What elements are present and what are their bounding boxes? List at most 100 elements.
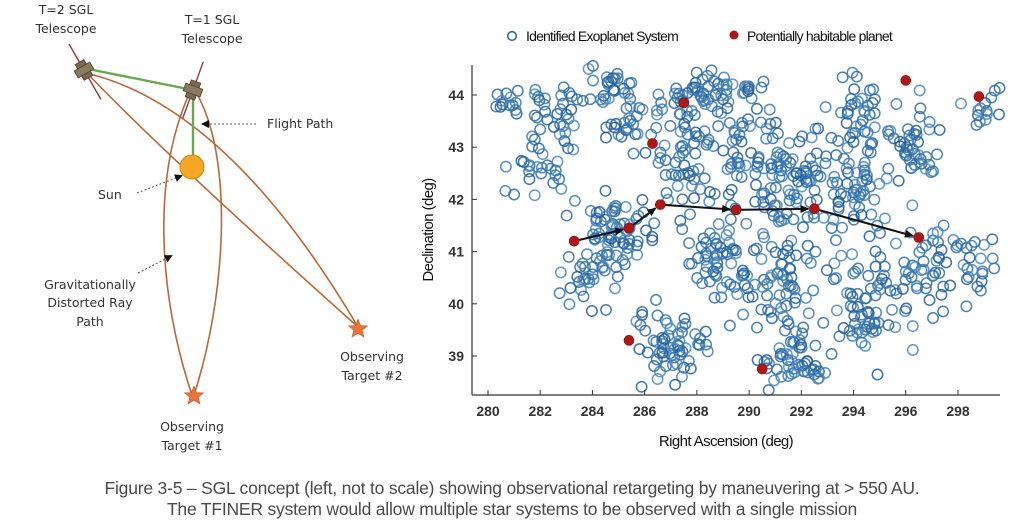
exoplanet-point	[681, 128, 694, 141]
ray-path-t1-left	[163, 91, 193, 396]
exoplanet-point	[871, 219, 884, 232]
exoplanet-point	[851, 166, 863, 179]
exoplanet-point	[988, 262, 1001, 275]
exoplanet-point	[923, 123, 936, 136]
exoplanet-point	[669, 156, 682, 169]
exoplanet-point	[529, 83, 542, 96]
exoplanet-point	[770, 363, 783, 376]
exoplanet-point	[768, 374, 781, 387]
exoplanet-point	[676, 193, 689, 206]
exoplanet-point	[797, 365, 810, 378]
exoplanet-point	[656, 103, 669, 116]
exoplanet-point	[933, 267, 946, 279]
exoplanet-point	[931, 226, 944, 239]
exoplanet-point	[630, 315, 643, 328]
exoplanet-point	[652, 88, 665, 101]
exoplanet-point	[884, 125, 897, 137]
exoplanet-point	[584, 93, 597, 106]
exoplanet-point	[914, 102, 927, 115]
retargeting-arrow	[741, 204, 810, 213]
exoplanet-point	[844, 287, 857, 300]
exoplanet-point	[554, 118, 567, 131]
exoplanet-point	[751, 354, 764, 366]
exoplanet-point	[874, 251, 887, 264]
habitable-planet-point	[655, 199, 666, 210]
exoplanet-point	[882, 319, 895, 332]
exoplanet-point	[694, 332, 706, 345]
exoplanet-point	[735, 269, 748, 282]
exoplanet-point	[829, 234, 842, 247]
exoplanet-point	[836, 221, 849, 234]
exoplanet-point	[634, 319, 647, 331]
exoplanet-point	[756, 281, 769, 294]
x-tick-label: 292	[790, 403, 814, 419]
figure-caption: Figure 3-5 – SGL concept (left, not to s…	[0, 478, 1024, 520]
x-axis-title: Right Ascension (deg)	[659, 433, 794, 450]
exoplanet-point	[737, 308, 750, 321]
exoplanet-point	[650, 121, 663, 134]
exoplanet-point	[913, 84, 926, 97]
exoplanet-point	[957, 259, 970, 271]
exoplanet-point	[882, 162, 895, 175]
exoplanet-point	[874, 227, 886, 240]
exoplanet-point	[606, 72, 619, 85]
exoplanet-point	[820, 150, 833, 163]
exoplanet-point	[782, 318, 795, 331]
exoplanet-point	[861, 99, 874, 112]
exoplanet-point	[799, 291, 812, 304]
caption-line-1: Figure 3-5 – SGL concept (left, not to s…	[104, 478, 920, 498]
exoplanet-point	[849, 265, 862, 278]
exoplanet-point	[723, 319, 736, 332]
exoplanet-point	[832, 201, 845, 214]
exoplanet-point	[679, 317, 692, 330]
exoplanet-point	[985, 91, 998, 104]
exoplanet-point	[596, 96, 609, 109]
telescope-t2-icon	[68, 43, 102, 100]
exoplanet-point	[720, 229, 733, 242]
label-flight-path: Flight Path	[267, 116, 333, 131]
exoplanet-point	[688, 137, 700, 150]
exoplanet-point	[807, 284, 820, 297]
exoplanet-point	[726, 78, 739, 91]
exoplanet-point	[864, 146, 877, 159]
exoplanet-point	[923, 158, 936, 171]
label-ray-3: Path	[76, 314, 103, 329]
exoplanet-point	[825, 131, 838, 144]
exoplanet-point	[690, 130, 702, 143]
exoplanet-point	[855, 336, 868, 349]
legend-marker-exoplanet	[506, 30, 518, 42]
exoplanet-point	[871, 368, 884, 381]
exoplanet-point	[929, 266, 942, 279]
exoplanet-point	[765, 158, 778, 171]
exoplanet-point	[771, 267, 784, 280]
exoplanet-point	[853, 201, 866, 214]
exoplanet-point	[725, 183, 738, 196]
exoplanet-point	[718, 71, 730, 84]
exoplanet-point	[531, 160, 544, 173]
exoplanet-point	[802, 307, 815, 320]
plot-points	[490, 59, 1006, 397]
exoplanet-point	[568, 194, 581, 207]
exoplanet-point	[780, 299, 793, 312]
exoplanet-point	[783, 251, 796, 264]
exoplanet-point	[541, 113, 554, 126]
exoplanet-point	[563, 298, 576, 311]
exoplanet-point	[763, 357, 775, 370]
exoplanet-point	[621, 121, 634, 134]
pointer-lines	[136, 120, 256, 274]
exoplanet-point	[696, 277, 709, 290]
exoplanet-point	[855, 92, 868, 105]
telescope-t1-icon	[182, 61, 204, 119]
exoplanet-point	[731, 288, 744, 301]
exoplanet-point	[683, 237, 696, 250]
exoplanet-point	[511, 84, 524, 97]
exoplanet-point	[832, 134, 845, 147]
exoplanet-point	[594, 93, 607, 106]
exoplanet-point	[651, 373, 664, 385]
exoplanet-point	[622, 112, 635, 125]
exoplanet-point	[819, 157, 832, 170]
exoplanet-point	[993, 82, 1006, 94]
exoplanet-point	[835, 249, 848, 262]
exoplanet-point	[639, 146, 652, 159]
exoplanet-point	[650, 294, 662, 306]
